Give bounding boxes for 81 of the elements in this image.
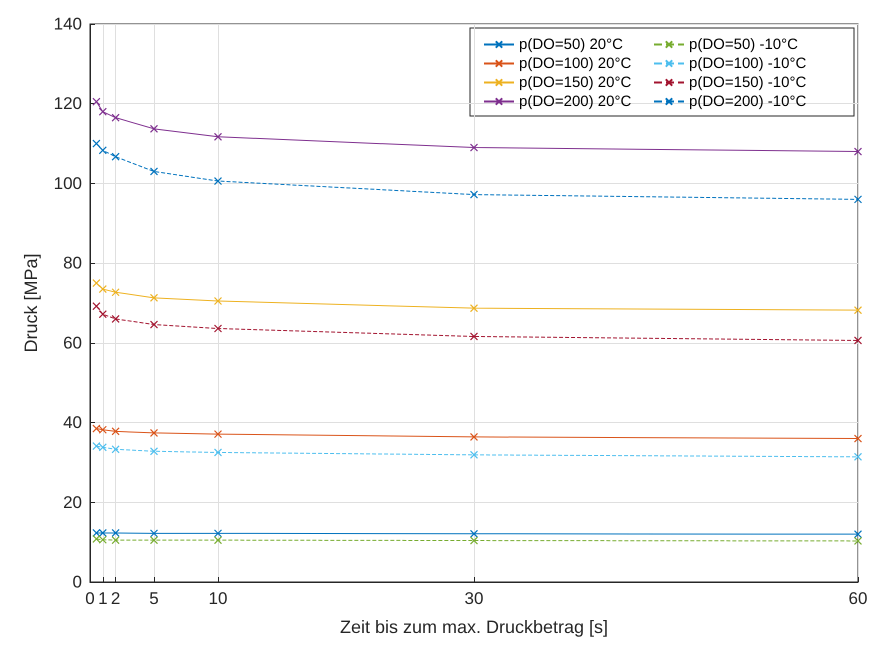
y-tick-label: 0 [72, 572, 82, 592]
x-tick-label: 60 [848, 589, 868, 608]
point [214, 132, 222, 141]
point [150, 536, 158, 544]
point [112, 528, 120, 538]
y-tick-label: 140 [54, 14, 82, 34]
point [150, 529, 158, 538]
legend-label: p(DO=100) -10°C [689, 55, 806, 72]
y-tick-label: 100 [54, 174, 82, 193]
point [854, 147, 862, 156]
point [214, 176, 222, 186]
point [112, 288, 120, 296]
x-tick-label: 5 [149, 589, 159, 608]
point [854, 306, 862, 314]
point [470, 304, 478, 312]
y-axis-title: Druck [MPa] [21, 253, 41, 353]
point [92, 534, 100, 544]
point [470, 190, 478, 199]
point [150, 124, 158, 133]
x-tick-label: 10 [208, 589, 228, 608]
point [112, 152, 120, 161]
point [98, 528, 107, 538]
point [470, 536, 478, 545]
x-tick-label: 30 [464, 589, 484, 608]
point [112, 314, 120, 324]
point [92, 528, 100, 538]
point [98, 284, 107, 294]
point [98, 108, 107, 116]
point [98, 536, 107, 544]
y-tick-label: 120 [54, 94, 82, 114]
point [214, 430, 222, 438]
point [92, 302, 100, 310]
point [470, 143, 478, 152]
point [470, 332, 478, 341]
point [92, 442, 100, 450]
point [854, 536, 862, 546]
point [98, 443, 107, 452]
x-tick-label: 2 [110, 589, 120, 608]
point [150, 320, 158, 329]
legend-label: p(DO=50) -10°C [689, 36, 798, 53]
point [214, 448, 222, 457]
point [854, 452, 862, 461]
point [150, 167, 158, 176]
y-tick-label: 20 [63, 492, 82, 512]
point [92, 139, 100, 148]
point [854, 336, 862, 345]
point [150, 294, 158, 302]
point [98, 146, 107, 154]
point [150, 447, 158, 456]
legend-label: p(DO=50) 20°C [519, 36, 624, 53]
legend-label: p(DO=100) 20°C [519, 55, 632, 72]
legend-label: p(DO=150) 20°C [519, 74, 632, 91]
point [214, 296, 222, 306]
point [150, 428, 158, 438]
y-tick-label: 40 [63, 413, 82, 432]
legend-label: p(DO=200) 20°C [519, 93, 632, 110]
point [92, 278, 100, 288]
point [98, 310, 107, 318]
y-tick-label: 80 [63, 254, 82, 273]
point [98, 426, 107, 434]
point [92, 98, 100, 106]
x-tick-label: 0 [85, 589, 95, 608]
x-tick-label: 1 [98, 589, 108, 608]
y-tick-label: 60 [63, 333, 82, 352]
point [470, 530, 478, 538]
point [214, 529, 222, 538]
point [854, 195, 862, 204]
x-axis-title: Zeit bis zum max. Druckbetrag [s] [340, 617, 608, 637]
legend-label: p(DO=150) -10°C [689, 74, 806, 91]
legend-label: p(DO=200) -10°C [689, 93, 806, 110]
point [112, 536, 120, 544]
point [854, 530, 862, 538]
point [470, 450, 478, 459]
point [112, 427, 120, 436]
point [214, 536, 222, 544]
point [112, 114, 120, 122]
point [470, 432, 478, 442]
point [112, 445, 120, 454]
point [92, 424, 100, 433]
point [854, 434, 862, 443]
point [214, 324, 222, 333]
